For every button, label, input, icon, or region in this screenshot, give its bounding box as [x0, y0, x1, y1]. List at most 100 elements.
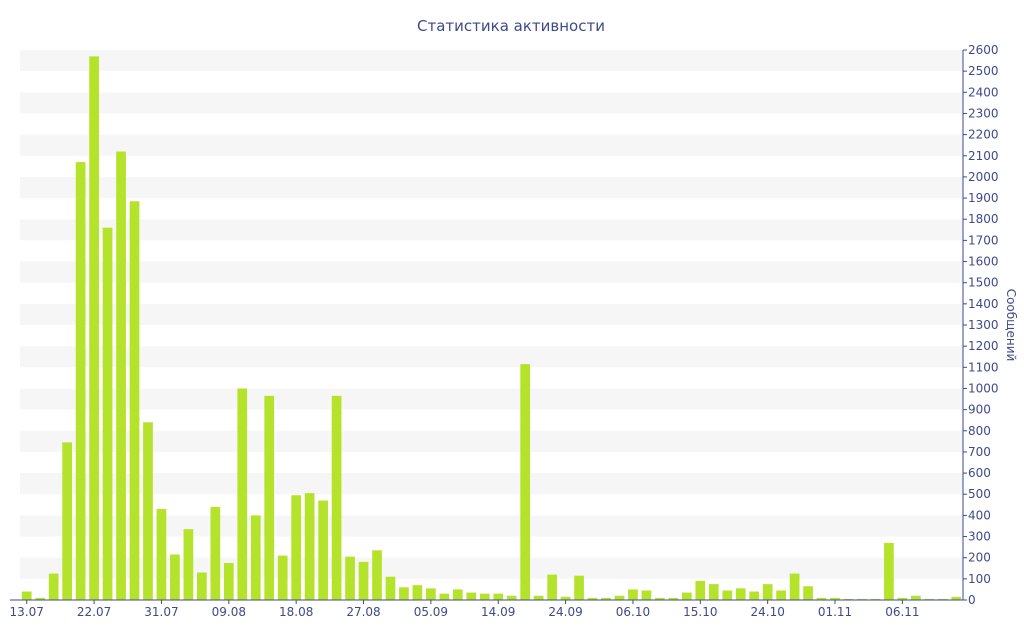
y-tick-label: 1900: [968, 191, 999, 205]
grid-band: [20, 134, 963, 156]
y-tick-label: 1000: [968, 381, 999, 395]
x-tick-label: 22.07: [77, 605, 111, 619]
bar: [722, 590, 733, 600]
bar: [830, 597, 840, 600]
y-tick-label: 1300: [968, 318, 999, 332]
y-tick-label: 1700: [968, 233, 999, 247]
bar: [897, 597, 908, 600]
bar: [533, 595, 544, 600]
grid-band: [20, 303, 963, 325]
y-tick-label: 2400: [968, 85, 999, 99]
bar: [156, 509, 167, 600]
bar: [762, 584, 773, 600]
bar: [183, 529, 194, 600]
y-tick-label: 2100: [968, 149, 999, 163]
bar: [884, 542, 894, 600]
bar: [237, 388, 248, 600]
bar: [345, 556, 355, 600]
bar: [655, 597, 665, 600]
bar: [21, 591, 32, 600]
bar: [870, 598, 881, 600]
bar: [695, 580, 706, 600]
bar: [116, 151, 126, 601]
bar: [466, 592, 477, 600]
y-tick-label: 100: [968, 572, 991, 586]
x-tick-label: 14.09: [481, 605, 515, 619]
y-tick-label: 500: [968, 487, 991, 501]
y-tick-label: 2200: [968, 128, 999, 142]
bar: [601, 597, 611, 600]
bar: [223, 562, 234, 600]
bar: [372, 550, 382, 600]
chart-title: Статистика активности: [417, 17, 605, 35]
grid-band: [20, 50, 963, 72]
bar: [75, 162, 86, 600]
y-tick-label: 2300: [968, 106, 999, 120]
bar: [843, 598, 854, 600]
y-tick-label: 0: [968, 593, 976, 607]
x-tick-label: 15.10: [683, 605, 717, 619]
y-tick-label: 900: [968, 403, 991, 417]
y-tick-label: 1500: [968, 276, 999, 290]
x-tick-label: 24.10: [750, 605, 784, 619]
grid-band: [20, 473, 963, 495]
x-tick-label: 06.11: [885, 605, 919, 619]
y-tick-label: 700: [968, 445, 991, 459]
bar: [399, 587, 409, 600]
bar-series: [21, 56, 962, 601]
bar: [547, 574, 557, 600]
bar: [816, 597, 827, 600]
bar: [493, 593, 504, 600]
bar: [937, 598, 948, 600]
grid-band: [20, 388, 963, 410]
bar: [129, 201, 140, 600]
bar: [708, 584, 719, 600]
bar: [358, 561, 369, 600]
bar: [574, 575, 584, 600]
y-tick-label: 1100: [968, 360, 999, 374]
bar: [776, 590, 786, 600]
x-tick-label: 31.07: [144, 605, 178, 619]
bar: [735, 588, 746, 600]
y-tick-label: 2500: [968, 64, 999, 78]
bar: [210, 506, 221, 600]
y-tick-label: 300: [968, 530, 991, 544]
bar: [803, 586, 813, 600]
bar: [62, 442, 72, 600]
bar: [426, 588, 436, 600]
y-tick-label: 1200: [968, 339, 999, 353]
bar: [520, 364, 531, 600]
y-axis: 0 100 200 300 400 500 600 700 800 900 1000 1100 1200…: [962, 43, 999, 607]
bar: [318, 500, 328, 600]
bar: [924, 598, 935, 600]
bar: [857, 598, 867, 600]
bar: [89, 56, 99, 601]
x-tick-label: 13.07: [10, 605, 44, 619]
x-tick-label: 05.09: [414, 605, 448, 619]
bar: [911, 595, 921, 600]
x-tick-label: 18.08: [279, 605, 313, 619]
bar: [641, 590, 652, 600]
bar: [170, 554, 180, 600]
x-tick-label: 06.10: [616, 605, 650, 619]
bar: [452, 589, 463, 600]
bar: [291, 495, 302, 600]
bar: [48, 573, 59, 600]
bar: [35, 597, 46, 600]
bar: [628, 589, 638, 600]
grid-band: [20, 346, 963, 368]
y-tick-label: 1800: [968, 212, 999, 226]
bar: [749, 591, 760, 600]
grid-band: [20, 176, 963, 199]
bar: [951, 596, 962, 600]
bar: [506, 595, 517, 600]
bar: [412, 585, 423, 600]
x-axis: 13.07 22.07 31.07 09.08 18.08 27.08 05.09 14.09…: [10, 599, 963, 619]
grid-bands: [20, 50, 963, 579]
bar: [614, 595, 625, 600]
bar: [681, 592, 692, 600]
bar: [479, 593, 490, 600]
y-axis-label: Сообщений: [1004, 289, 1018, 362]
bar: [331, 395, 342, 600]
